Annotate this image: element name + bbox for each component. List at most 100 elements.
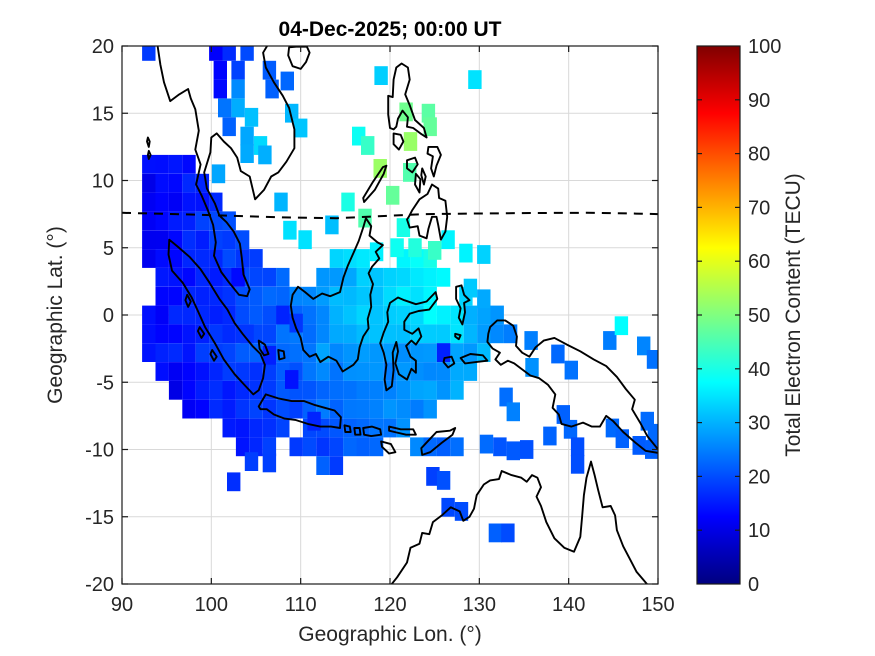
tec-cell: [195, 343, 210, 362]
tec-cell: [249, 267, 263, 287]
tec-cell: [249, 305, 263, 325]
tec-cell: [222, 46, 236, 61]
tec-cell: [182, 230, 196, 250]
tec-cell: [276, 399, 290, 419]
colorbar-label: Total Electron Content (TECU): [782, 173, 805, 457]
tec-cell: [168, 324, 183, 344]
tec-cell: [211, 164, 226, 184]
tec-cell: [258, 145, 272, 165]
tec-cell: [155, 173, 169, 193]
tec-cell: [410, 380, 424, 400]
tec-cell: [329, 380, 344, 400]
tec-cell: [142, 249, 156, 268]
tec-cell: [543, 426, 557, 446]
tec-cell: [155, 362, 169, 381]
tec-cell: [142, 305, 156, 325]
tec-cell: [262, 345, 277, 365]
coastline-pagai: [209, 349, 218, 362]
tec-cell: [182, 267, 196, 287]
tec-cell: [369, 362, 384, 381]
tec-cell: [369, 399, 384, 419]
tec-cell: [383, 399, 397, 419]
tec-cell: [231, 79, 245, 99]
coastline-andaman-south: [146, 149, 152, 160]
tec-cell: [182, 343, 196, 362]
tec-cell: [155, 230, 169, 250]
tec-cell: [302, 305, 317, 325]
tec-cell: [168, 173, 183, 193]
tec-cell: [490, 324, 504, 344]
tec-cell: [142, 46, 156, 61]
tec-cell: [302, 343, 317, 362]
coastline-bangka: [257, 339, 270, 357]
tec-cell: [262, 453, 277, 473]
tec-cell: [329, 305, 344, 325]
tec-cell: [423, 362, 437, 381]
coastline-java: [257, 393, 342, 429]
ticks-layer: [121, 45, 659, 585]
tec-cell: [168, 192, 183, 212]
tec-cell: [463, 324, 478, 344]
tec-cell: [222, 418, 236, 438]
tec-cell: [302, 324, 317, 344]
tec-cell: [329, 267, 344, 287]
coastline-hainan: [287, 46, 311, 70]
tec-cell: [436, 305, 451, 325]
tec-cell: [235, 362, 250, 381]
tec-cell: [222, 286, 236, 306]
tec-cell: [265, 79, 279, 99]
tec-cell: [209, 267, 223, 287]
tec-cell: [463, 278, 478, 298]
coastline-timor: [420, 427, 457, 456]
tec-cell: [168, 211, 183, 231]
coastlines-layer: [146, 46, 658, 584]
tec-cell: [383, 380, 397, 400]
coastline-sumbawa: [362, 425, 383, 438]
tec-cell: [155, 305, 169, 325]
tec-cell: [168, 230, 183, 250]
tec-cell: [213, 79, 227, 99]
coastline-obi: [454, 332, 462, 341]
tec-cell: [316, 437, 330, 457]
tec-cell: [479, 434, 494, 454]
tec-cell: [386, 185, 400, 205]
tec-cell: [369, 286, 384, 306]
tec-cell: [155, 324, 169, 344]
colorbar-tick-label: 50: [748, 305, 770, 327]
tec-cell: [396, 380, 411, 400]
tec-cell: [343, 380, 357, 400]
tec-cell: [195, 399, 210, 419]
coastline-seram: [459, 353, 489, 365]
tec-cell: [316, 362, 330, 381]
x-tick-label: 140: [552, 594, 585, 616]
tec-cell: [289, 399, 303, 419]
tec-cell: [142, 211, 156, 231]
tec-cell: [142, 173, 156, 193]
tec-cell: [182, 173, 196, 193]
tec-cell: [249, 249, 263, 268]
tec-cell: [383, 267, 397, 287]
coastline-flores: [388, 425, 417, 436]
tec-cell: [524, 331, 538, 350]
y-tick-label: 0: [103, 305, 114, 327]
tec-cell: [222, 230, 236, 250]
tec-cell: [316, 380, 330, 400]
colorbar-tick-label: 30: [748, 413, 770, 435]
tec-cell: [316, 267, 330, 287]
tec-cell: [410, 343, 424, 362]
tec-cell: [302, 380, 317, 400]
tec-cell: [408, 238, 422, 258]
tec-cell: [222, 117, 236, 137]
tec-cell: [488, 523, 503, 543]
tec-cell: [343, 267, 357, 287]
tec-cell: [564, 360, 578, 380]
tec-cell: [341, 192, 355, 212]
tec-cell: [195, 380, 210, 400]
coastline-palawan: [362, 164, 388, 203]
tec-cell: [603, 331, 617, 350]
tec-cell: [436, 471, 451, 490]
colorbar-tick-label: 0: [748, 574, 759, 596]
tick-labels-layer: 90 100 110 120 130 140 150 -20 -15 -10 -5 0 5 10 15 20: [85, 36, 675, 616]
tec-cell: [506, 441, 520, 461]
